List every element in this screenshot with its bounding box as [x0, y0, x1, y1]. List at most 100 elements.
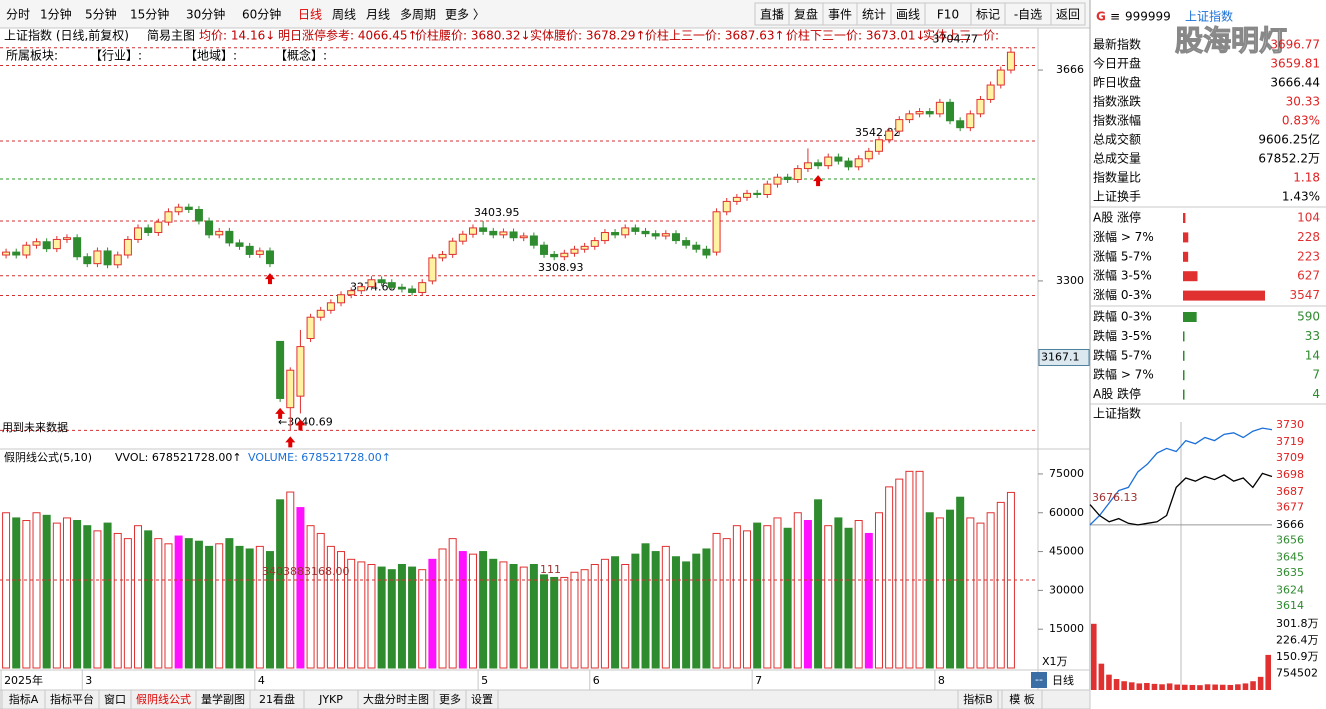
tab-label[interactable]: 假阴线公式: [136, 692, 191, 706]
tool-label[interactable]: 复盘: [794, 7, 818, 22]
tab[interactable]: [957, 689, 999, 709]
tab-label[interactable]: 设置: [471, 693, 493, 706]
sector-label: 【地域】:: [185, 49, 237, 63]
mini-volume: [1197, 685, 1203, 690]
period-tab[interactable]: 日线: [298, 8, 322, 22]
mini-volume: [1227, 684, 1234, 690]
period-tab[interactable]: 更多 〉: [445, 8, 485, 22]
mini-volume: [1166, 683, 1173, 690]
candle-body: [905, 113, 914, 121]
buy-signal: [813, 175, 824, 187]
tool-label[interactable]: 直播: [760, 8, 784, 22]
breadth-value: 104: [1297, 211, 1320, 225]
candle-body: [357, 286, 366, 292]
period-tab[interactable]: 60分钟: [242, 7, 281, 22]
tab-label[interactable]: 更多: [439, 692, 461, 706]
tool-label[interactable]: 画线: [896, 8, 920, 22]
candle-body: [73, 237, 82, 258]
period-tab[interactable]: 分时: [6, 8, 30, 22]
period-tab[interactable]: 5分钟: [85, 7, 117, 22]
candle-body: [499, 231, 508, 236]
volume-bar: [956, 496, 965, 669]
indicator-value: 明日涨停参考: 4066.45↑: [278, 28, 418, 43]
mini-volume: [1212, 684, 1218, 690]
tool-label[interactable]: 返回: [1056, 8, 1080, 22]
volume-bar: [834, 517, 843, 669]
volume-bar: [712, 532, 721, 669]
period-tab[interactable]: 周线: [332, 8, 356, 22]
tab-label[interactable]: 窗口: [104, 692, 126, 706]
candle-body: [590, 240, 599, 247]
tab-label[interactable]: 大盘分时主图: [363, 692, 429, 706]
cursor-price: 3167.1: [1041, 350, 1080, 363]
candle-body: [12, 251, 21, 256]
level-label: 3704.77: [933, 33, 979, 46]
volume-bar: [225, 538, 234, 669]
volume-bar: [326, 545, 335, 669]
candle-body: [113, 254, 122, 266]
candle-body: [438, 253, 447, 259]
period-label: 日线: [1052, 673, 1074, 687]
tool-label[interactable]: 事件: [828, 8, 852, 22]
candle-body: [337, 294, 346, 304]
volume-bar: [763, 525, 772, 669]
candle-body: [326, 302, 335, 311]
volume-bar: [519, 566, 528, 669]
candle-body: [946, 101, 955, 122]
quote-value: 67852.2万: [1258, 152, 1320, 166]
quote-label: 总成交额: [1093, 132, 1141, 147]
tool-label[interactable]: -自选: [1014, 8, 1042, 22]
tool-button[interactable]: [754, 2, 790, 26]
sector-label: 【行业】:: [90, 49, 142, 63]
candle-body: [306, 316, 315, 340]
breadth-bar: [1183, 271, 1198, 282]
period-tab[interactable]: 15分钟: [130, 7, 169, 22]
tab[interactable]: [1001, 689, 1043, 709]
y-tick-label: 3687: [1276, 485, 1304, 498]
tab-label[interactable]: 21看盘: [259, 692, 295, 706]
candle-body: [468, 227, 477, 235]
period-tab[interactable]: 多周期: [400, 8, 436, 22]
tab-label[interactable]: 指标A: [9, 692, 39, 706]
candle-body: [895, 119, 904, 132]
tab-label[interactable]: 指标B: [963, 692, 993, 706]
volume-bar: [570, 571, 579, 669]
quote-value: 3659.81: [1270, 57, 1320, 71]
tool-label[interactable]: F10: [937, 8, 959, 22]
y-tick-label: 3666: [1056, 63, 1084, 76]
quote-value: 3666.44: [1270, 76, 1320, 90]
candle-body: [976, 98, 985, 115]
candle-body: [560, 252, 569, 258]
tab-label[interactable]: 指标平台: [50, 692, 94, 706]
volume-bar: [966, 517, 975, 669]
candle-body: [134, 227, 143, 240]
volume-bar: [692, 553, 701, 669]
tab-label[interactable]: JYKP: [318, 693, 343, 706]
tab-label[interactable]: 模 板: [1009, 692, 1035, 706]
candle-body: [42, 241, 51, 250]
y-tick-label: 3666: [1276, 518, 1304, 531]
tool-label[interactable]: 标记: [976, 8, 1000, 22]
period-tab[interactable]: 1分钟: [40, 7, 72, 22]
indicator-value: 价柱腰价: 3680.32↓: [415, 28, 531, 43]
period-tab[interactable]: 30分钟: [186, 7, 225, 22]
tab-label[interactable]: 量学副图: [201, 692, 245, 706]
volume-bar: [702, 548, 711, 669]
mini-volume: [1204, 684, 1211, 690]
volume-bar: [560, 576, 569, 669]
volume-bar: [864, 532, 873, 669]
volume-bar: [316, 532, 325, 669]
tool-label[interactable]: 统计: [862, 8, 886, 22]
period-tab[interactable]: 月线: [366, 8, 390, 22]
quote-value: 1.18: [1293, 171, 1320, 185]
breadth-value: 223: [1297, 249, 1320, 263]
tab[interactable]: [465, 689, 499, 709]
candle-body: [184, 206, 193, 210]
candle-body: [93, 250, 102, 265]
y-tick-label: 30000: [1049, 583, 1084, 596]
volume-bar: [915, 470, 924, 669]
volume-bar: [986, 512, 995, 669]
breadth-bar: [1183, 290, 1265, 301]
candle-body: [144, 227, 153, 234]
breadth-label: 涨幅 5-7%: [1093, 248, 1152, 263]
